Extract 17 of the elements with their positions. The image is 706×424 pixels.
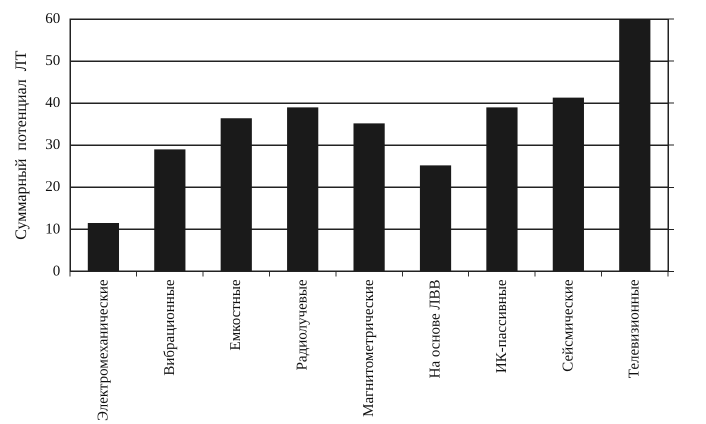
x-tick-label: Радиолучевые xyxy=(294,279,311,370)
y-axis-title: Суммарный потенциал ЛТ xyxy=(12,50,30,240)
y-tick-label: 30 xyxy=(45,137,60,154)
x-tick-label: Магнитометрические xyxy=(361,279,378,417)
y-tick-label: 20 xyxy=(45,179,60,196)
y-tick-label: 40 xyxy=(45,95,60,112)
x-tick-label: На основе ЛВВ xyxy=(427,279,444,378)
y-tick-label: 60 xyxy=(45,10,60,27)
x-tick-label: Сейсмические xyxy=(560,279,576,372)
x-tick-label: Электромеханические xyxy=(95,279,112,421)
y-tick-label: 50 xyxy=(45,53,60,70)
x-tick-label: Вибрационные xyxy=(162,279,178,376)
x-tick-label: Емкостные xyxy=(228,279,244,350)
x-tick-label: Телевизионные xyxy=(626,279,643,378)
x-tick-label: ИК-пассивные xyxy=(494,279,510,374)
y-tick-label: 10 xyxy=(45,221,60,238)
y-tick-label: 0 xyxy=(52,263,60,280)
